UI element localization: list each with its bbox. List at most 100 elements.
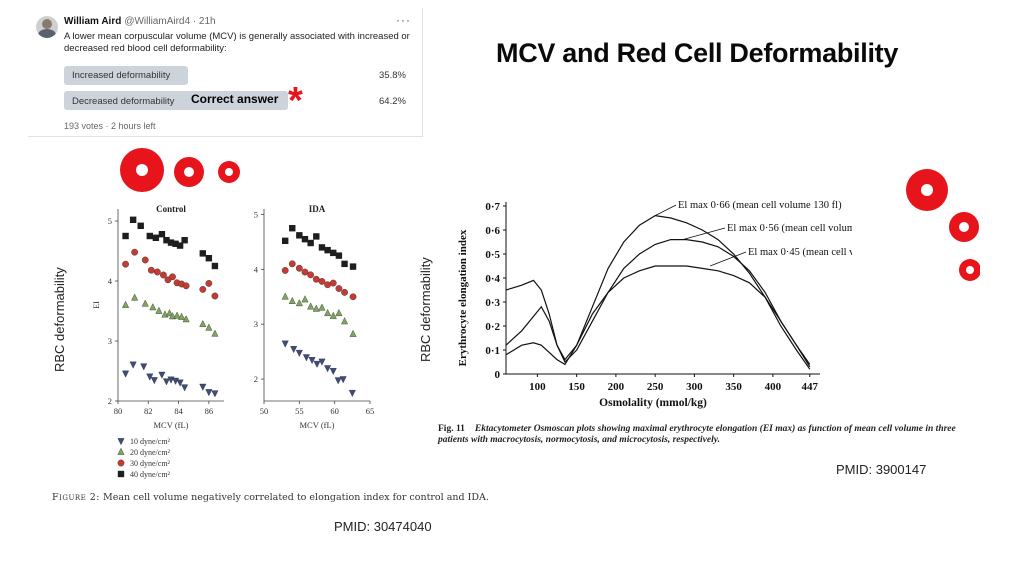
y-tick-label: 0·3 [485,297,500,309]
data-point [122,260,129,268]
data-point [205,280,213,287]
data-point [348,389,356,398]
data-point [199,383,207,391]
poll-option-increased-bar[interactable] [64,66,188,85]
data-point [199,319,207,328]
data-point [117,459,125,467]
data-point [282,237,289,245]
data-point [163,237,170,244]
data-point [318,278,326,285]
avatar[interactable] [36,16,58,38]
data-point [117,470,125,478]
poll-option-decreased-bar[interactable] [64,91,288,110]
data-point [169,273,176,281]
annotation-leader [709,251,747,267]
large-red-cell-icon [906,169,948,211]
data-point [147,266,155,274]
more-options-icon[interactable]: ··· [396,13,411,27]
data-point [301,268,309,276]
poll-option-decreased-label: Decreased deformability [72,96,175,107]
x-tick-label: 400 [765,381,782,393]
data-point [141,256,149,264]
data-point [146,373,154,381]
annotation-leader [682,227,726,240]
correct-answer-label: Correct answer [191,92,279,106]
data-point [211,292,219,300]
y-tick-label: 0·4 [485,273,500,285]
data-point [149,303,157,311]
figure-11-caption: Fig. 11 Ektacytometer Osmoscan plots show… [438,424,968,446]
annotation-label: El max 0·45 (mean cell volume 64 fl) [748,247,852,258]
x-tick-label: 86 [205,406,214,416]
rbc-deformability-label-left: RBC deformability [52,267,67,372]
panel-title: Control [156,204,186,214]
data-point [131,293,139,301]
data-point [205,389,213,397]
annotation-label: El max 0·56 (mean cell volume 87 fl) [727,223,852,234]
x-tick-label: 82 [144,406,153,416]
data-point [312,304,320,312]
figure-2-label: Figure 2: [52,492,100,503]
y-tick-label: 2 [254,374,258,384]
data-point [281,292,289,300]
data-point [289,225,296,232]
author-name[interactable]: William Aird [64,16,122,27]
data-point [324,308,332,317]
data-point [329,279,337,287]
y-tick-label: 0·7 [485,201,500,213]
y-tick-label: 0·6 [485,225,500,237]
x-tick-label: 200 [608,381,625,393]
x-tick-label: 250 [647,381,664,393]
data-point [205,323,213,331]
y-tick-label: 3 [254,319,258,329]
x-tick-label: 80 [114,406,123,416]
data-point [137,222,144,229]
x-tick-label: 100 [529,381,546,393]
x-tick-label: 60 [330,406,339,416]
x-axis-label: MCV (fL) [153,420,188,430]
data-point [312,275,320,283]
control-panel: 80 82 84 86 2 3 4 5 Control MCV (fL) EI [91,204,224,430]
data-point [181,237,188,244]
medium-red-cell-icon [174,157,204,187]
y-axis-label: Erythrocyte elongation index [457,229,469,366]
data-point [181,384,189,392]
data-point [211,390,219,398]
data-point [318,244,326,251]
poll-option-increased-label: Increased deformability [72,70,171,81]
annotation-leader [654,204,677,216]
series-line-3 [505,265,811,366]
data-point [349,263,357,270]
data-point [140,363,148,371]
data-point [176,242,184,249]
data-point [153,268,161,276]
y-tick-label: 4 [254,264,259,274]
data-point [155,306,163,314]
data-point [160,271,167,279]
x-tick-label: 50 [260,406,269,416]
data-point [281,340,289,348]
osmoscan-figure: 0 0·1 0·2 0·3 0·4 0·5 0·6 0·7 100 150 200 250 300 350… [457,200,852,409]
data-point [129,216,137,223]
large-red-cell-icon [120,148,164,192]
red-cell-icons-right [900,166,981,291]
data-point [152,234,160,241]
small-red-cell-icon [218,161,240,183]
data-point [176,379,184,387]
x-axis-label: MCV (fL) [299,420,334,430]
x-tick-label: 84 [174,406,183,416]
series-line-2 [505,239,811,368]
y-tick-label: 0·2 [485,321,500,333]
tweet-text: A lower mean corpuscular volume (MCV) is… [64,31,410,54]
data-point [288,296,296,304]
data-point [341,260,348,268]
data-point [131,248,139,256]
legend-label: 40 dyne/cm² [130,470,171,479]
legend-label: 30 dyne/cm² [130,459,171,468]
data-point [302,354,310,362]
ida-panel: 50 55 60 65 2 3 4 5 IDA MCV (fL) [254,204,375,430]
red-cell-icons-right-svg [906,169,981,281]
data-point [117,447,125,455]
figure-11-text: Ektacytometer Osmoscan plots showing max… [438,424,956,445]
data-point [335,285,343,292]
